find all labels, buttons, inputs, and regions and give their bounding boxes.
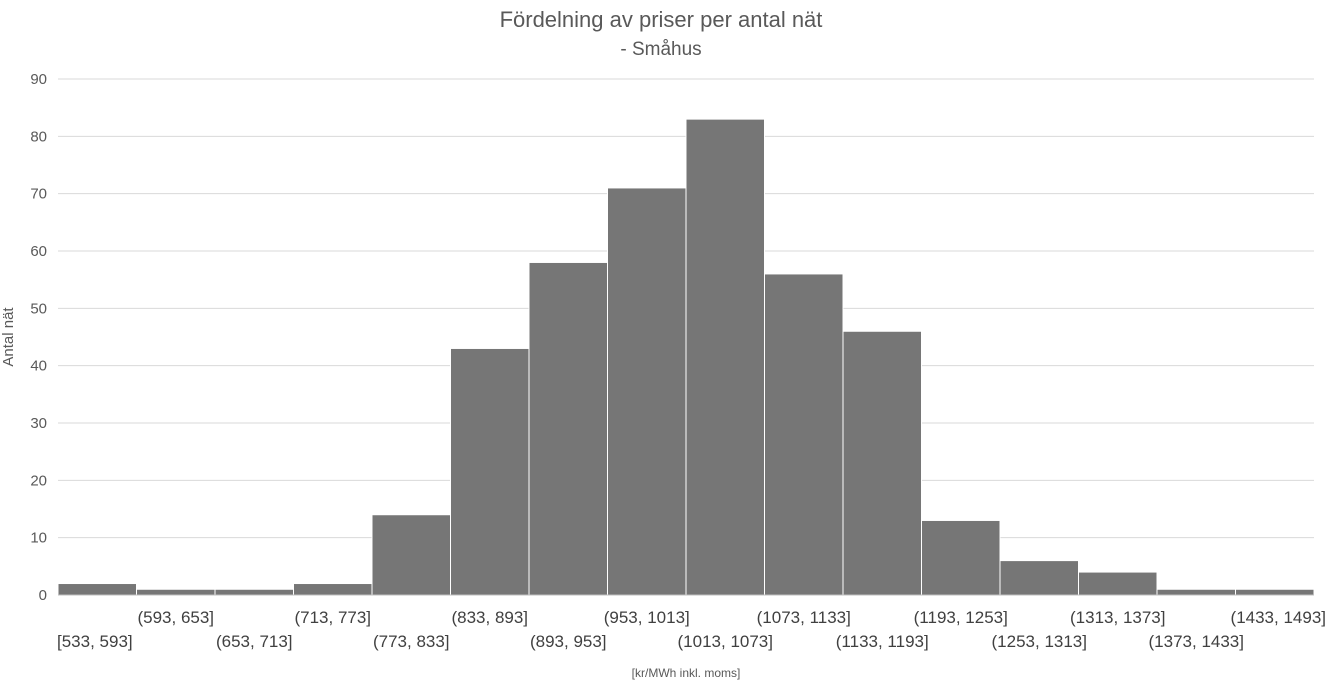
- y-tick-label: 40: [30, 358, 47, 375]
- y-tick-label: 90: [30, 71, 47, 88]
- chart-title: Fördelning av priser per antal nät: [500, 7, 823, 32]
- x-category-label: (593, 653]: [137, 608, 214, 627]
- y-tick-label: 70: [30, 186, 47, 203]
- x-category-label: (1373, 1433]: [1149, 632, 1244, 651]
- x-category-label: (833, 893]: [451, 608, 528, 627]
- x-category-label: (953, 1013]: [604, 608, 690, 627]
- y-tick-label: 80: [30, 128, 47, 145]
- bar: [685, 118, 765, 596]
- x-category-label: (1193, 1253]: [914, 608, 1008, 627]
- x-category-label: (713, 773]: [294, 608, 371, 627]
- x-category-label: (1253, 1313]: [992, 632, 1087, 651]
- bar: [921, 519, 1001, 596]
- y-axis-label: Antal nät: [0, 307, 17, 367]
- x-category-label: (773, 833]: [373, 632, 450, 651]
- x-category-label: (893, 953]: [530, 632, 607, 651]
- y-tick-label: 50: [30, 300, 47, 317]
- x-category-label: [533, 593]: [57, 632, 133, 651]
- bar: [999, 560, 1079, 596]
- bar: [528, 261, 608, 596]
- x-category-label: (1073, 1133]: [757, 608, 851, 627]
- bar: [57, 583, 137, 596]
- bar: [371, 514, 451, 596]
- bar: [214, 588, 294, 596]
- bars: [57, 118, 1315, 596]
- x-category-label: (1013, 1073]: [678, 632, 773, 651]
- y-axis-ticks: 0 10 20 30 40 50 60 70 80 90: [30, 71, 47, 604]
- y-tick-label: 20: [30, 472, 47, 489]
- bar: [764, 273, 844, 596]
- bar: [136, 588, 216, 596]
- bar: [607, 187, 687, 596]
- x-category-label: (1313, 1373]: [1070, 608, 1165, 627]
- chart-subtitle: - Småhus: [620, 39, 701, 60]
- y-tick-label: 10: [30, 530, 47, 547]
- y-tick-label: 0: [39, 587, 47, 604]
- bar: [1078, 571, 1158, 596]
- x-category-label: (1133, 1193]: [836, 632, 929, 651]
- bar: [1235, 588, 1315, 596]
- bar: [450, 347, 530, 596]
- bar: [293, 583, 373, 596]
- x-category-label: (653, 713]: [216, 632, 293, 651]
- y-tick-label: 30: [30, 415, 47, 432]
- bar: [842, 330, 922, 596]
- bar: [1156, 588, 1236, 596]
- x-axis-categories: [533, 593](593, 653](653, 713](713, 773]…: [57, 608, 1326, 651]
- y-tick-label: 60: [30, 243, 47, 260]
- x-axis-label: [kr/MWh inkl. moms]: [632, 666, 741, 680]
- x-category-label: (1433, 1493]: [1231, 608, 1326, 627]
